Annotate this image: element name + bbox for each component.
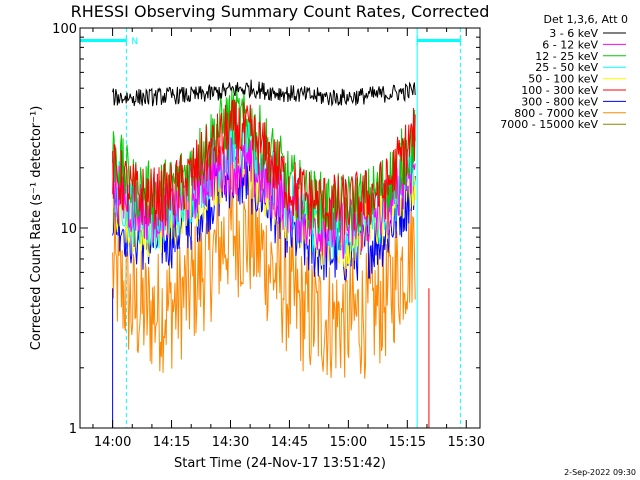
x-tick-label: 15:00 [330, 435, 367, 450]
legend-entry-label: 6 - 12 keV [542, 38, 598, 51]
legend-entry-label: 12 - 25 keV [535, 50, 598, 63]
series-line [112, 137, 416, 259]
y-axis-label: Corrected Count Rate (s⁻¹ detector⁻¹) [29, 106, 44, 351]
plot-area: N [79, 28, 461, 428]
x-tick-label: 15:30 [448, 435, 485, 450]
x-tick-label: 14:45 [271, 435, 308, 450]
timestamp-label: 2-Sep-2022 09:30 [564, 468, 636, 477]
x-tick-label: 15:15 [389, 435, 426, 450]
flag-bar [80, 39, 127, 42]
series-line [112, 173, 416, 379]
y-tick-label: 100 [52, 22, 77, 37]
legend-entry-label: 300 - 800 keV [521, 95, 598, 108]
legend-entry-label: 3 - 6 keV [549, 27, 598, 40]
chart-title: RHESSI Observing Summary Count Rates, Co… [71, 2, 490, 21]
legend-entry-label: 800 - 7000 keV [514, 107, 598, 120]
series-line [112, 79, 416, 107]
flag-bar [417, 39, 461, 42]
legend-entry-label: 7000 - 15000 keV [500, 118, 598, 131]
x-tick-label: 14:30 [212, 435, 249, 450]
x-tick-label: 14:00 [94, 435, 131, 450]
axes: 1 10 100 14:00 14:15 14:30 14:45 15:00 15:15 15:3… [52, 22, 485, 450]
x-axis-label: Start Time (24-Nov-17 13:51:42) [174, 456, 386, 471]
series-line [112, 99, 416, 235]
flag-bar-label: N [131, 37, 138, 47]
legend-entry-label: 25 - 50 keV [535, 61, 598, 74]
y-tick-label: 10 [60, 222, 77, 237]
x-tick-label: 14:15 [153, 435, 190, 450]
legend-header: Det 1,3,6, Att 0 [544, 13, 628, 26]
y-tick-label: 1 [69, 422, 77, 437]
legend-entry-label: 50 - 100 keV [528, 73, 598, 86]
legend-entry-label: 100 - 300 keV [521, 84, 598, 97]
